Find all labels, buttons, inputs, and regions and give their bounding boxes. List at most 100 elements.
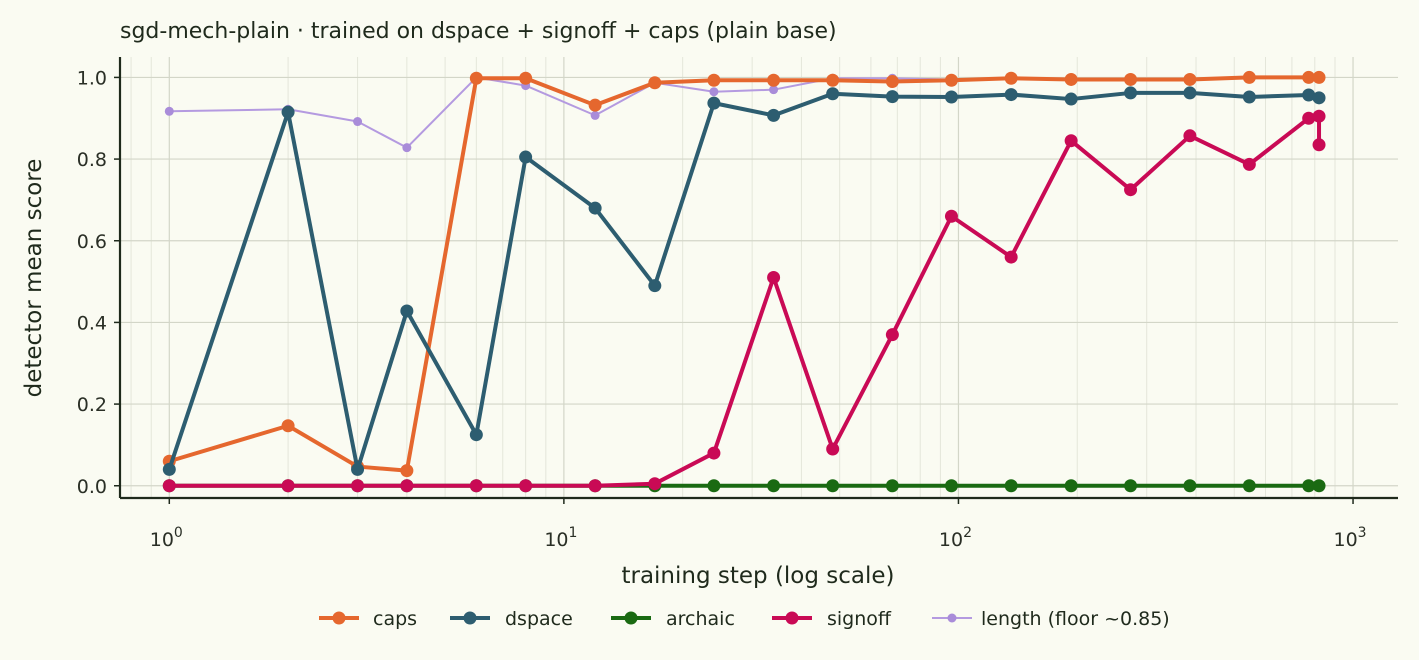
data-point [885, 75, 899, 88]
data-point [519, 150, 533, 164]
data-point [1004, 250, 1018, 264]
x-axis-title: training step (log scale) [621, 563, 894, 589]
data-point [1064, 479, 1078, 493]
data-point [1302, 88, 1316, 102]
data-point [162, 462, 176, 476]
series-dspace [162, 86, 1326, 476]
legend-item: dspace [450, 608, 573, 630]
data-point [1312, 479, 1326, 493]
data-point [826, 73, 840, 87]
legend-swatch-marker [463, 611, 477, 625]
data-point [1064, 92, 1078, 106]
data-point [944, 209, 958, 223]
legend-item: caps [319, 608, 417, 630]
data-point [1124, 86, 1138, 100]
legend-label: length (floor ~0.85) [981, 608, 1170, 630]
data-point [648, 76, 662, 90]
data-point [351, 479, 365, 493]
data-point [885, 328, 899, 342]
data-point [826, 87, 840, 101]
legend-item: length (floor ~0.85) [932, 608, 1170, 630]
legend-item: archaic [611, 608, 735, 630]
data-point [519, 479, 533, 493]
data-point [588, 98, 602, 112]
data-point [648, 279, 662, 293]
y-tick-label: 0.4 [77, 312, 107, 334]
y-axis-title: detector mean score [21, 159, 47, 398]
x-tick-label: 101 [544, 525, 577, 551]
legend-label: signoff [827, 608, 892, 630]
data-point [281, 105, 295, 119]
axes [118, 57, 1398, 500]
data-point [1064, 72, 1078, 86]
data-point [707, 479, 721, 493]
data-point [707, 96, 721, 110]
data-point [469, 71, 483, 85]
data-point [767, 73, 781, 87]
data-point [707, 446, 721, 460]
data-point [400, 304, 414, 318]
data-point [1183, 129, 1197, 143]
data-point [826, 479, 840, 493]
legend-item: signoff [772, 608, 892, 630]
data-point [281, 419, 295, 433]
ticks: 0.0 0.2 0.4 0.6 0.8 1.0 100 101 102 103 [77, 67, 1367, 551]
data-point [1302, 111, 1316, 125]
y-tick-label: 0.8 [77, 149, 107, 171]
data-point [1242, 479, 1256, 493]
data-point [469, 479, 483, 493]
data-point [1124, 183, 1138, 197]
data-point [707, 73, 721, 87]
legend-label: dspace [505, 608, 573, 630]
data-point [1183, 479, 1197, 493]
data-point [826, 442, 840, 456]
data-point [402, 143, 412, 153]
data-point [648, 477, 662, 491]
data-point [1242, 157, 1256, 171]
data-point [1312, 91, 1326, 105]
y-tick-label: 1.0 [77, 67, 107, 89]
x-tick-label: 102 [939, 525, 972, 551]
data-point [1124, 72, 1138, 86]
series-line [167, 90, 1322, 472]
data-point [709, 87, 719, 97]
series-line [167, 75, 1322, 473]
y-tick-label: 0.0 [77, 476, 107, 498]
data-point [769, 85, 779, 95]
data-point [944, 479, 958, 493]
legend-label: archaic [666, 608, 735, 630]
data-point [885, 479, 899, 493]
data-point [885, 90, 899, 104]
legend-label: caps [373, 608, 417, 630]
data-point [1004, 71, 1018, 85]
data-point [353, 117, 363, 127]
data-point [164, 106, 174, 116]
data-point [351, 462, 365, 476]
data-point [588, 479, 602, 493]
x-tick-label: 100 [150, 525, 183, 551]
data-point [162, 479, 176, 493]
legend-swatch-marker [332, 611, 346, 625]
data-point [469, 428, 483, 442]
data-point [944, 73, 958, 87]
data-point [767, 271, 781, 284]
data-point [400, 464, 414, 478]
y-tick-label: 0.6 [77, 231, 107, 253]
data-point [1183, 72, 1197, 86]
data-point [1064, 134, 1078, 148]
series-signoff [162, 109, 1326, 493]
data-point [767, 108, 781, 122]
data-point [519, 71, 533, 85]
series-caps [162, 70, 1326, 478]
data-point [281, 479, 295, 493]
data-point [1004, 88, 1018, 102]
legend-swatch-marker [624, 611, 638, 625]
data-point [1124, 479, 1138, 493]
data-point [1312, 70, 1326, 84]
data-point [1302, 70, 1316, 84]
data-point [1302, 479, 1316, 493]
data-point [590, 110, 600, 120]
data-point [1004, 479, 1018, 493]
legend-swatch-marker [947, 613, 957, 623]
